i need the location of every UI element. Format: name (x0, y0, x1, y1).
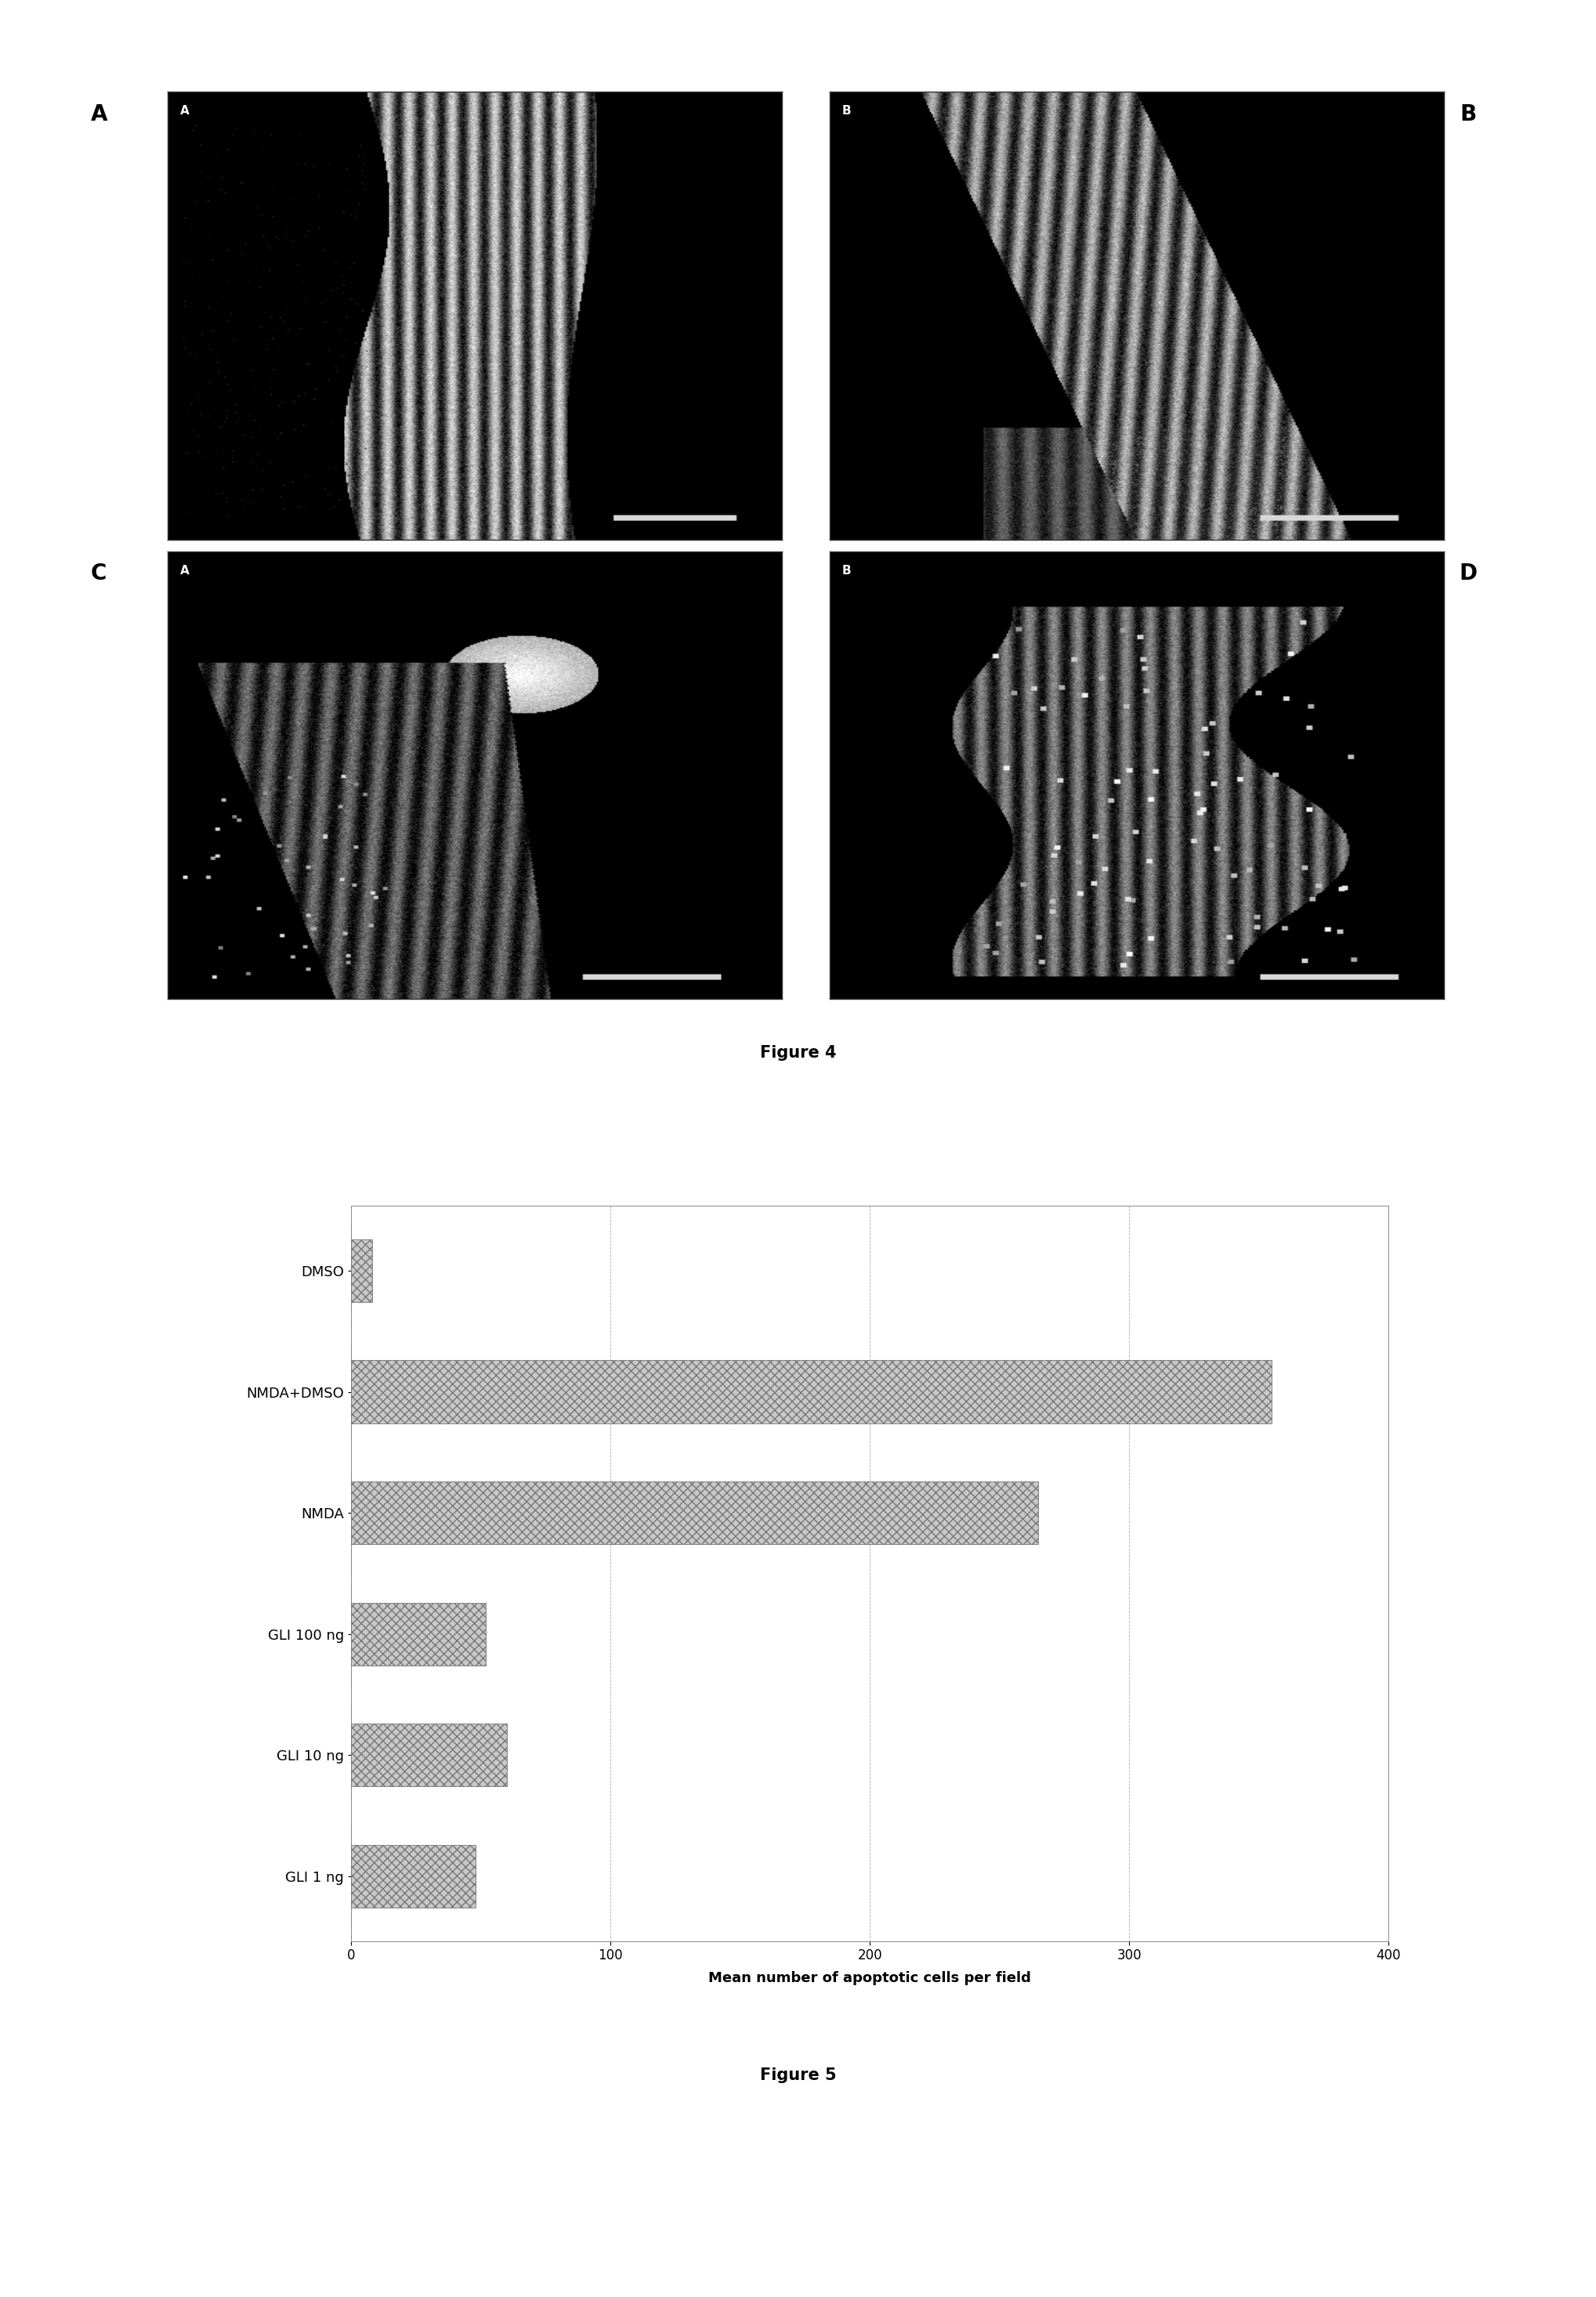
Text: B: B (843, 106, 851, 117)
Text: A: A (91, 103, 107, 126)
Text: D: D (1459, 563, 1478, 586)
Bar (351, 1603, 485, 1665)
Bar (351, 1723, 508, 1787)
Text: B: B (843, 565, 851, 577)
Bar (351, 1482, 1039, 1544)
Bar (351, 1240, 372, 1302)
Bar (351, 1360, 1272, 1424)
Text: A: A (180, 106, 188, 117)
Text: C: C (91, 563, 107, 586)
Text: Figure 4: Figure 4 (760, 1045, 836, 1061)
Bar (351, 1844, 476, 1907)
Text: B: B (1460, 103, 1476, 126)
X-axis label: Mean number of apoptotic cells per field: Mean number of apoptotic cells per field (709, 1971, 1031, 1985)
Text: A: A (180, 565, 188, 577)
Text: Figure 5: Figure 5 (760, 2067, 836, 2083)
